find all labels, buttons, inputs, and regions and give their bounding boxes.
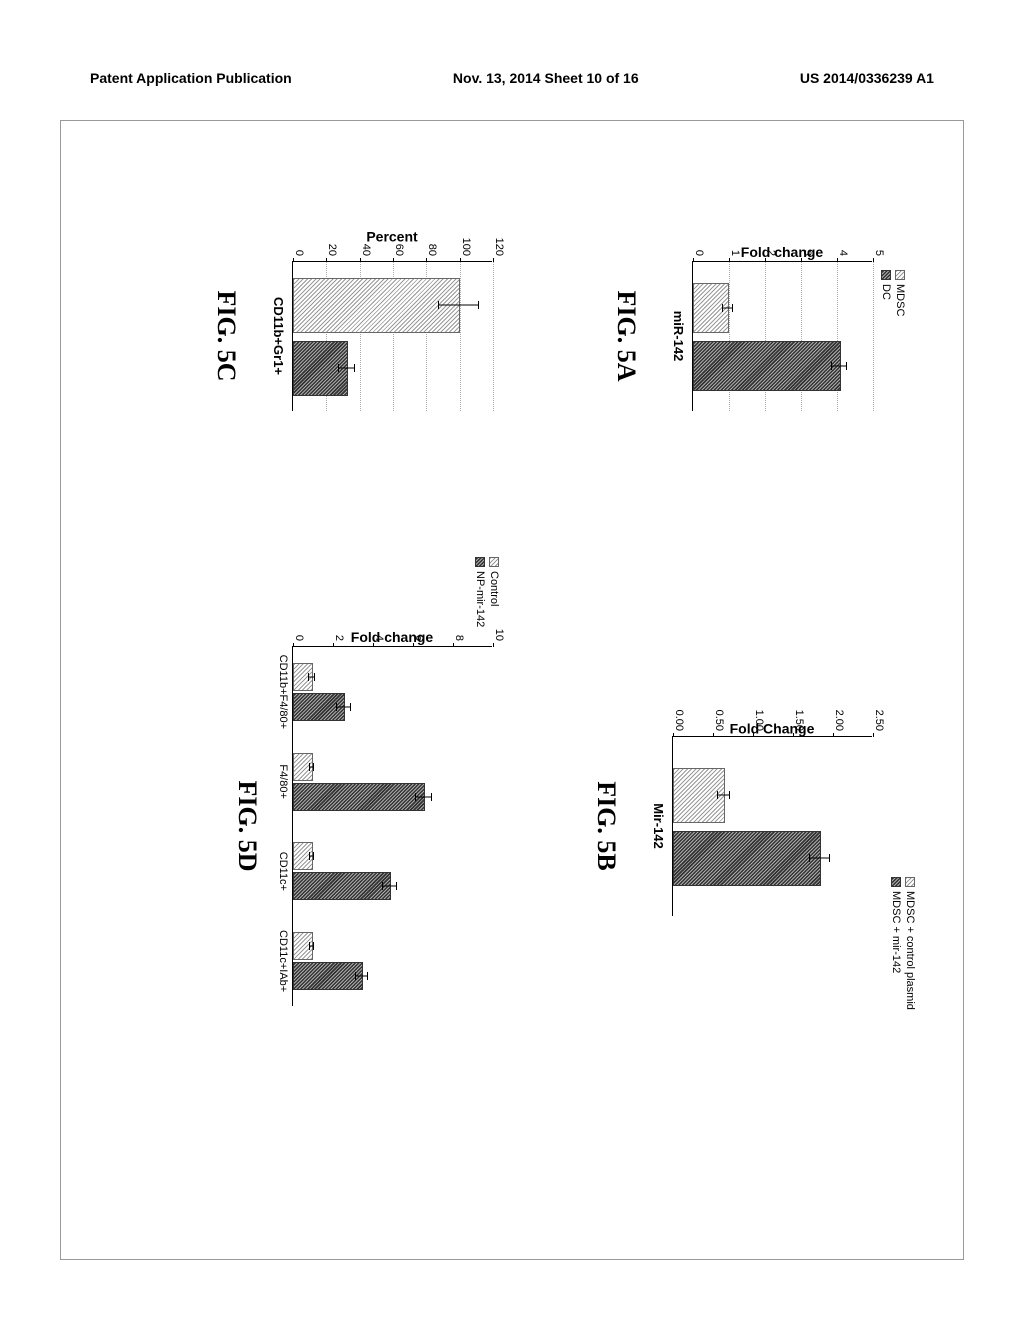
fig5c-plot: 020406080100120 <box>292 261 492 411</box>
legend-item: NP-mir-142 <box>474 557 486 627</box>
xlabel: CD11c+IAb+ <box>277 916 289 1006</box>
ytick-label: 100 <box>460 222 472 256</box>
legend-item: Control <box>488 557 500 627</box>
ytick-label: 4 <box>373 617 385 641</box>
legend-label: Control <box>488 571 500 606</box>
ytick-label: 2 <box>765 222 777 256</box>
bar <box>293 693 345 721</box>
bar <box>293 753 313 781</box>
legend-label: MDSC <box>894 284 906 316</box>
fig5d-plot: 0246810CD11b+F4/80+F4/80+CD11c+CD11c+IAb… <box>292 646 492 1006</box>
legend-label: DC <box>880 284 892 300</box>
legend-item: DC <box>880 270 892 316</box>
ytick-label: 3 <box>801 222 813 256</box>
fig5a-label: FIG. 5A <box>611 291 641 382</box>
bar <box>693 283 729 333</box>
bars-container <box>293 262 492 411</box>
fig5c-xlabel: CD11b+Gr1+ <box>271 297 286 375</box>
fig5a-plot: 012345MDSCDC <box>692 261 872 411</box>
fig5b-plot: 0.000.501.001.502.002.50MDSC + control p… <box>672 736 872 916</box>
gridline <box>493 262 494 411</box>
bar <box>293 278 460 333</box>
fig5b-xlabel: Mir-142 <box>651 803 666 849</box>
ytick-label: 6 <box>413 617 425 641</box>
legend-label: MDSC + control plasmid <box>904 891 916 1010</box>
bar-group <box>293 932 363 990</box>
ytick-label: 8 <box>453 617 465 641</box>
ytick-label: 1 <box>729 222 741 256</box>
legend-item: MDSC + control plasmid <box>904 877 916 1010</box>
legend-item: MDSC <box>894 270 906 316</box>
xlabel: F4/80+ <box>277 737 289 827</box>
bars-container <box>693 262 872 411</box>
ytick-label: 2 <box>333 617 345 641</box>
xlabel: CD11b+F4/80+ <box>277 647 289 737</box>
ytick-label: 4 <box>837 222 849 256</box>
bar-group <box>293 842 391 900</box>
chart-grid: Fold change 012345MDSCDC miR-142 FIG. 5A… <box>122 81 902 1081</box>
fig5d-label: FIG. 5D <box>232 781 262 872</box>
ytick-label: 120 <box>493 222 505 256</box>
ytick-label: 0 <box>693 222 705 256</box>
ytick-label: 20 <box>326 222 338 256</box>
xlabel: CD11c+ <box>277 827 289 917</box>
fig-5d-cell: Fold change 0246810CD11b+F4/80+F4/80+CD1… <box>152 601 492 1051</box>
bar-group <box>293 663 345 721</box>
legend-swatch <box>475 557 485 567</box>
gridline <box>873 262 874 411</box>
bar <box>293 872 391 900</box>
ytick-label: 80 <box>426 222 438 256</box>
fig5c-label: FIG. 5C <box>211 291 241 382</box>
bar <box>293 341 348 396</box>
xlabels: CD11b+F4/80+F4/80+CD11c+CD11c+IAb+ <box>277 647 289 1006</box>
figure-panel: Fold change 012345MDSCDC miR-142 FIG. 5A… <box>122 81 902 1081</box>
ytick-label: 0.50 <box>713 697 725 731</box>
bars-container <box>293 647 492 1006</box>
legend-swatch <box>891 877 901 887</box>
ytick-label: 40 <box>360 222 372 256</box>
bar <box>293 783 425 811</box>
ytick-label: 5 <box>873 222 885 256</box>
ytick-label: 0 <box>293 222 305 256</box>
legend: MDSC + control plasmidMDSC + mir-142 <box>888 877 916 1010</box>
legend-label: MDSC + mir-142 <box>890 891 902 973</box>
legend-item: MDSC + mir-142 <box>890 877 902 1010</box>
bar <box>293 932 313 960</box>
ytick-label: 0 <box>293 617 305 641</box>
ytick-label: 2.50 <box>873 697 885 731</box>
fig5a-xlabel: miR-142 <box>671 311 686 362</box>
fig5c-ylabel: Percent <box>366 229 417 245</box>
bar <box>293 663 313 691</box>
legend-swatch <box>881 270 891 280</box>
fig-5c-cell: Percent 020406080100120 CD11b+Gr1+ FIG. … <box>152 111 492 561</box>
ytick-label: 0.00 <box>673 697 685 731</box>
ytick-label: 1.00 <box>753 697 765 731</box>
legend-label: NP-mir-142 <box>474 571 486 627</box>
bars-container <box>673 737 872 916</box>
bar-group <box>293 753 425 811</box>
ytick-label: 2.00 <box>833 697 845 731</box>
bar <box>673 768 725 823</box>
legend: ControlNP-mir-142 <box>472 557 500 627</box>
bar <box>293 962 363 990</box>
fig-5b-cell: Fold Change 0.000.501.001.502.002.50MDSC… <box>532 601 872 1051</box>
page-border: Fold change 012345MDSCDC miR-142 FIG. 5A… <box>60 120 964 1260</box>
fig5b-label: FIG. 5B <box>591 781 621 871</box>
legend-swatch <box>489 557 499 567</box>
ytick-label: 1.50 <box>793 697 805 731</box>
ytick-label: 60 <box>393 222 405 256</box>
fig-5a-cell: Fold change 012345MDSCDC miR-142 FIG. 5A <box>532 111 872 561</box>
bar <box>673 831 821 886</box>
bar <box>293 842 313 870</box>
legend-swatch <box>905 877 915 887</box>
legend-swatch <box>895 270 905 280</box>
legend: MDSCDC <box>878 270 906 316</box>
bar <box>693 341 841 391</box>
